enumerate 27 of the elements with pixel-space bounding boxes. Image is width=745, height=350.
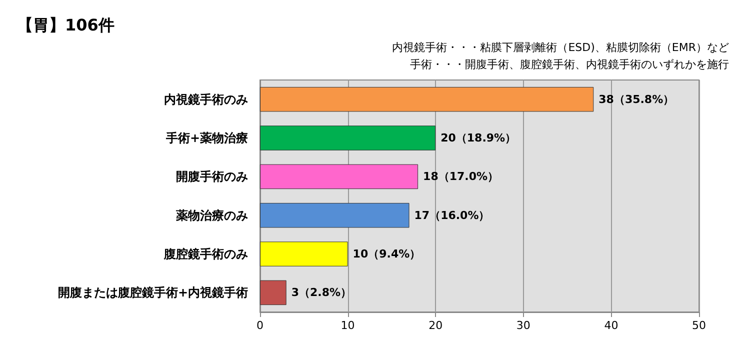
data-label: 17（16.0%） <box>414 208 490 222</box>
bar <box>260 86 594 112</box>
x-tick-label: 50 <box>692 319 706 332</box>
bar <box>260 202 410 228</box>
bar <box>260 164 418 190</box>
text: 手術・・・開腹手術、腹腔鏡手術、内視鏡手術のいずれかを施行 <box>410 58 729 71</box>
y-tick-label: 開腹または腹腔鏡手術+内視鏡手術 <box>58 286 248 300</box>
bar <box>260 280 286 306</box>
bar <box>260 242 348 266</box>
data-label: 38（35.8%） <box>598 92 674 106</box>
y-tick-label: 内視鏡手術のみ <box>164 92 248 106</box>
data-label: 3（2.8%） <box>291 286 352 300</box>
y-tick-label: 薬物治療のみ <box>175 208 248 222</box>
y-tick-label: 開腹手術のみ <box>176 170 248 184</box>
x-tick-label: 30 <box>516 319 530 332</box>
y-tick-label: 腹腔鏡手術のみ <box>163 247 248 261</box>
y-tick-label: 手術+薬物治療 <box>164 131 248 145</box>
x-tick-label: 0 <box>256 319 264 332</box>
text: 【胃】106件 <box>17 16 114 34</box>
data-label: 18（17.0%） <box>423 170 499 184</box>
bar <box>260 126 436 150</box>
x-tick-label: 10 <box>340 319 355 332</box>
text: 内視鏡手術・・・粘膜下層剥離術（ESD)、粘膜切除術（EMR）など <box>392 41 730 54</box>
data-label: 10（9.4%） <box>352 248 421 260</box>
data-label: 20（18.9%） <box>440 132 516 144</box>
x-tick-label: 40 <box>604 319 618 332</box>
x-tick-label: 20 <box>428 319 443 332</box>
